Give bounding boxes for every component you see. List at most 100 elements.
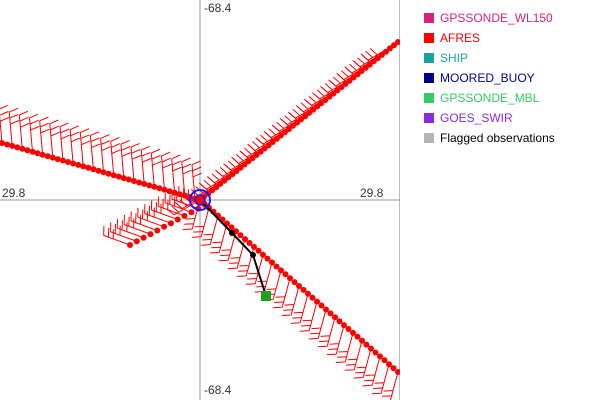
observation-point xyxy=(318,302,325,309)
observation-point xyxy=(296,283,302,289)
track-line xyxy=(199,199,267,297)
observation-point xyxy=(326,93,333,100)
observation-point xyxy=(391,42,397,49)
legend-item[interactable]: Flagged observations xyxy=(424,128,596,148)
observation-point xyxy=(19,145,26,152)
observation-point xyxy=(285,126,292,133)
observation-point xyxy=(167,220,174,227)
observation-point xyxy=(370,58,377,65)
plot-area[interactable]: -68.4 -68.4 29.8 29.8 xyxy=(0,0,400,400)
observation-point xyxy=(257,148,264,155)
wind-barb xyxy=(317,317,336,348)
wind-barb xyxy=(362,356,381,387)
observation-point xyxy=(359,337,365,344)
storm-center-ring xyxy=(189,189,211,211)
observation-point xyxy=(305,290,311,297)
observation-point xyxy=(133,238,140,245)
wind-barb xyxy=(110,137,121,176)
wind-barb xyxy=(100,134,111,173)
track-point xyxy=(229,230,235,236)
legend-item[interactable]: GOES_SWIR xyxy=(424,108,596,128)
observation-point xyxy=(181,212,188,219)
wind-barb xyxy=(209,223,228,254)
legend-label: GPSSONDE_MBL xyxy=(440,91,540,105)
wind-barb xyxy=(171,189,199,210)
observation-point xyxy=(395,369,400,375)
wind-barb xyxy=(299,301,318,332)
observation-point xyxy=(100,169,107,176)
observation-point xyxy=(44,153,51,160)
wind-barb xyxy=(227,238,246,270)
observation-plot[interactable] xyxy=(0,0,400,400)
observation-point xyxy=(342,80,349,87)
axis-label-top: -68.4 xyxy=(204,1,232,15)
observation-point xyxy=(269,259,275,266)
legend-item[interactable]: MOORED_BUOY xyxy=(424,68,596,88)
observation-point xyxy=(368,345,374,352)
observation-point xyxy=(289,122,296,129)
legend-item[interactable]: AFRES xyxy=(424,28,596,48)
observation-point xyxy=(338,84,345,91)
observation-point xyxy=(378,51,385,58)
observation-point xyxy=(90,166,97,173)
observation-point xyxy=(298,116,304,123)
observation-point xyxy=(302,113,309,120)
track-point xyxy=(250,252,256,258)
observation-point xyxy=(278,267,284,274)
wind-barb xyxy=(140,145,152,184)
wind-barb xyxy=(254,262,273,293)
observation-point xyxy=(322,97,329,103)
legend-label: GOES_SWIR xyxy=(440,111,513,125)
observation-point xyxy=(346,77,353,84)
observation-point xyxy=(245,158,252,165)
legend-item[interactable]: GPSSONDE_WL150 xyxy=(424,8,596,28)
observation-point xyxy=(176,191,183,198)
legend-item[interactable]: SHIP xyxy=(424,48,596,68)
observation-point xyxy=(166,188,173,195)
wind-barb xyxy=(116,218,144,239)
observation-point xyxy=(14,144,21,151)
observation-point xyxy=(228,224,235,231)
wind-barb xyxy=(161,151,172,190)
observation-point xyxy=(174,216,181,223)
observation-point xyxy=(377,353,383,360)
axis-label-left: 29.8 xyxy=(2,186,26,200)
observation-point xyxy=(9,142,16,149)
observation-point xyxy=(233,168,240,174)
wind-barb xyxy=(272,278,291,309)
observation-point xyxy=(161,223,168,230)
observation-point xyxy=(147,231,154,238)
observation-point xyxy=(127,242,133,248)
observation-point xyxy=(141,180,148,187)
legend: GPSSONDE_WL150 AFRES SHIP MOORED_BUOY GPSSON… xyxy=(424,8,596,148)
observation-point xyxy=(300,286,307,293)
wind-barb xyxy=(79,128,91,167)
observation-point xyxy=(273,135,280,142)
wind-barb xyxy=(29,113,40,152)
observation-point xyxy=(85,164,92,171)
observation-point xyxy=(309,294,316,301)
observation-point xyxy=(188,209,195,216)
observation-point xyxy=(217,180,224,187)
wind-barb xyxy=(191,207,210,238)
legend-item[interactable]: GPSSONDE_MBL xyxy=(424,88,596,108)
observation-point xyxy=(131,178,137,184)
observation-point xyxy=(29,148,36,155)
observation-point xyxy=(354,71,361,78)
observation-point xyxy=(154,227,161,234)
storm-center-point xyxy=(194,194,206,206)
observation-point xyxy=(34,150,41,157)
observation-point xyxy=(386,361,392,368)
observation-point xyxy=(350,74,357,81)
wind-barb xyxy=(0,104,10,144)
observation-point xyxy=(282,271,289,278)
legend-label: AFRES xyxy=(440,31,481,45)
observation-point xyxy=(213,184,220,191)
wind-barb xyxy=(59,122,70,161)
observation-point xyxy=(381,357,388,364)
observation-point xyxy=(261,145,268,152)
wind-barb xyxy=(123,214,151,235)
wind-barb xyxy=(8,107,20,146)
axis-label-right: 29.8 xyxy=(360,186,384,200)
wind-barb xyxy=(89,131,101,170)
